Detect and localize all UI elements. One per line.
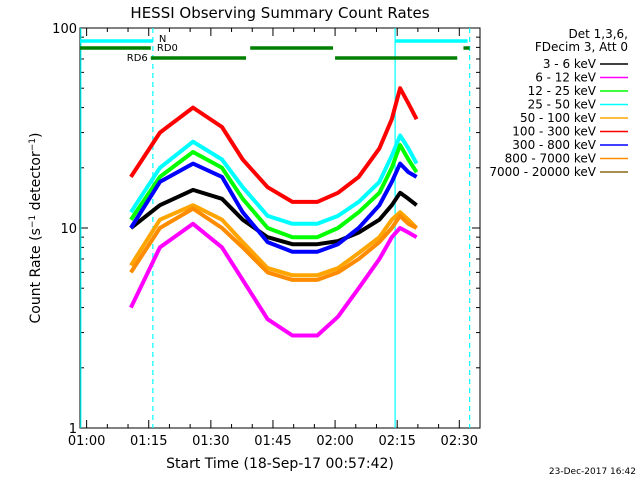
y-tick-label: 1 bbox=[69, 422, 77, 437]
chart-title: HESSI Observing Summary Count Rates bbox=[130, 4, 429, 22]
x-tick-label: 01:15 bbox=[130, 434, 167, 449]
legend-item-label: 25 - 50 keV bbox=[528, 98, 597, 112]
legend-header-line-2: FDecim 3, Att 0 bbox=[535, 40, 628, 54]
legend-item-label: 50 - 100 keV bbox=[520, 111, 597, 125]
legend-item-label: 12 - 25 keV bbox=[528, 84, 597, 98]
series-line bbox=[129, 221, 418, 338]
series-line bbox=[129, 203, 419, 278]
legend-item-label: 100 - 300 keV bbox=[512, 125, 596, 139]
x-axis: 01:00 01:15 01:30 01:45 02:00 02:15 02:30 bbox=[68, 28, 481, 449]
series-lines bbox=[129, 86, 419, 338]
x-tick-label: 02:00 bbox=[316, 434, 353, 449]
x-axis-label: Start Time (18-Sep-17 00:57:42) bbox=[166, 456, 394, 472]
flag-bar-label: RD6 bbox=[127, 53, 148, 64]
y-tick-label: 100 bbox=[52, 22, 77, 37]
legend-item-label: 7000 - 20000 keV bbox=[489, 165, 596, 179]
legend-item-label: 300 - 800 keV bbox=[512, 138, 596, 152]
flag-bar-label: RD0 bbox=[157, 43, 178, 54]
legend-header-line-1: Det 1,3,6, bbox=[569, 27, 629, 41]
legend-item-label: 800 - 7000 keV bbox=[505, 152, 597, 166]
footer-timestamp: 23-Dec-2017 16:42 bbox=[549, 467, 636, 477]
series-line bbox=[129, 206, 418, 282]
y-axis: 100 10 1 bbox=[52, 22, 480, 437]
series-line bbox=[129, 86, 419, 204]
series-line bbox=[129, 187, 418, 247]
x-tick-label: 02:15 bbox=[378, 434, 415, 449]
y-tick-label: 10 bbox=[60, 222, 77, 237]
legend-item-label: 3 - 6 keV bbox=[543, 57, 597, 71]
y-axis-label: Count Rate (s−1 detector−1) bbox=[28, 133, 44, 324]
series-line bbox=[129, 143, 419, 240]
series-line bbox=[129, 133, 419, 226]
legend-item-label: 6 - 12 keV bbox=[535, 71, 597, 85]
x-tick-label: 01:30 bbox=[192, 434, 229, 449]
series-line bbox=[129, 161, 418, 254]
flag-bar-label: N bbox=[159, 34, 166, 45]
x-tick-label: 01:00 bbox=[68, 434, 105, 449]
x-tick-label: 01:45 bbox=[254, 434, 291, 449]
x-tick-label: 02:30 bbox=[441, 434, 478, 449]
